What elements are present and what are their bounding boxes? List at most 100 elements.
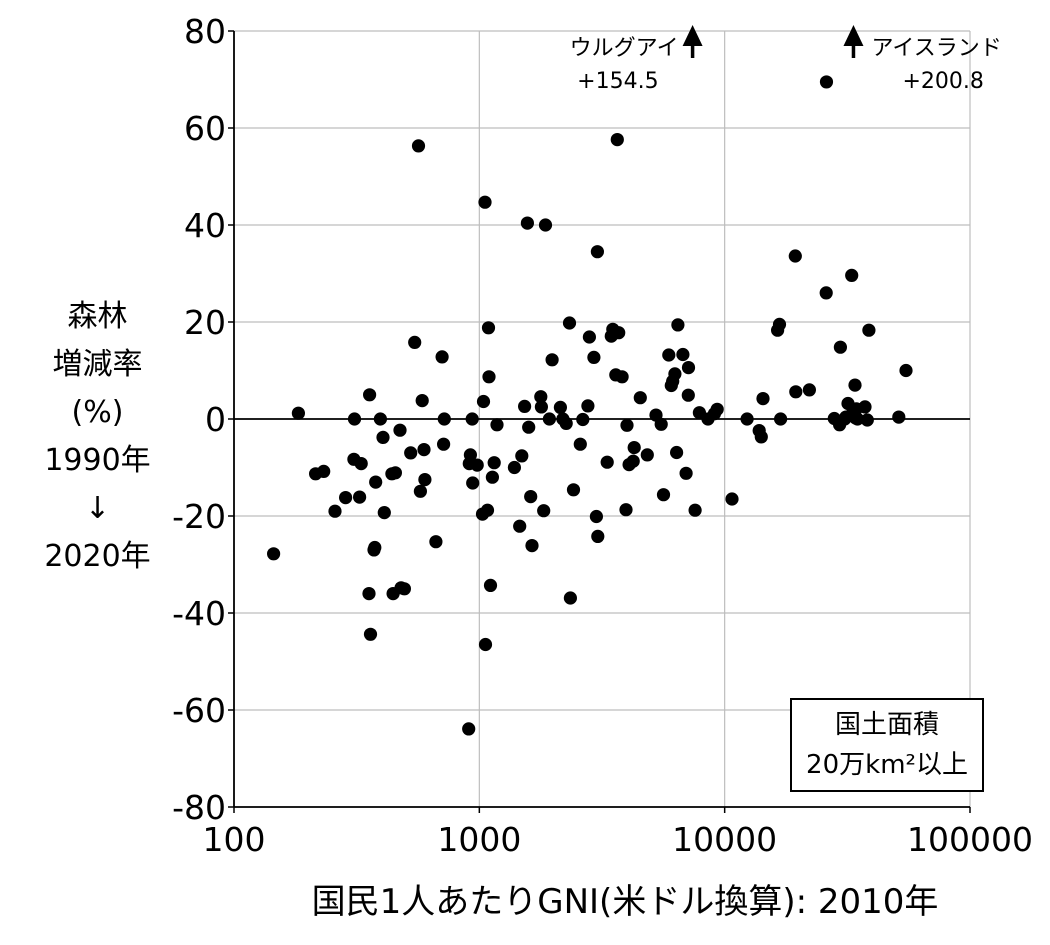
data-point [483, 578, 498, 593]
data-point [463, 448, 477, 462]
data-point [789, 385, 803, 399]
data-point [347, 412, 362, 426]
data-point [518, 399, 532, 413]
data-point [524, 490, 538, 504]
data-point [413, 484, 427, 498]
data-point [553, 400, 568, 414]
data-point [688, 503, 702, 517]
data-point [582, 330, 597, 344]
y-axis-label-line: 森林 [67, 299, 128, 334]
data-point [559, 416, 573, 430]
data-point [563, 591, 578, 605]
data-point [363, 388, 377, 402]
data-point [478, 195, 492, 209]
offscale-annotations: ウルグアイ +154.5 アイスランド +200.8 [570, 25, 1002, 94]
data-point [435, 350, 449, 364]
data-point [566, 483, 581, 497]
data-point [267, 547, 281, 561]
iceland-point [819, 75, 834, 89]
uruguay-label: ウルグアイ [570, 36, 679, 61]
data-point [429, 535, 443, 549]
y-tick-label: 40 [184, 206, 226, 245]
data-point [480, 503, 495, 517]
data-point [513, 519, 527, 533]
data-point [562, 316, 577, 330]
data-point [668, 367, 682, 381]
y-tick-label: -40 [172, 594, 226, 633]
data-point [619, 503, 633, 517]
data-point [408, 335, 422, 349]
data-point [772, 317, 787, 331]
data-point [626, 454, 640, 468]
data-point [397, 582, 411, 596]
y-tick-label: -20 [172, 497, 226, 536]
data-point [328, 504, 342, 518]
data-point [353, 490, 367, 504]
data-point [376, 430, 390, 444]
data-point [754, 430, 768, 444]
x-tick-label: 100000 [907, 820, 1033, 859]
data-point [520, 216, 535, 230]
data-point [662, 348, 676, 362]
filter-note-box: 国土面積 20万km²以上 [790, 698, 984, 792]
data-point [725, 492, 739, 506]
data-point [437, 437, 451, 451]
data-point [545, 353, 559, 367]
data-point [377, 505, 391, 520]
data-point [573, 437, 587, 451]
y-axis-label: 森林 増減率 (%) 1990年 ↓ 2020年 [20, 293, 175, 581]
data-point [640, 448, 654, 462]
data-point [507, 460, 521, 475]
data-point [291, 406, 305, 420]
iceland-value: +200.8 [902, 69, 983, 94]
data-point [892, 410, 906, 424]
data-point [415, 394, 429, 408]
data-point [354, 457, 368, 471]
y-axis-label-line: 2020年 [44, 539, 151, 574]
data-point [482, 370, 496, 384]
data-point [470, 458, 484, 472]
data-point [525, 539, 539, 553]
data-point [537, 504, 551, 518]
uruguay-value: +154.5 [577, 69, 658, 94]
data-point [860, 413, 874, 427]
data-point [437, 412, 451, 426]
data-point [515, 449, 529, 463]
data-point [373, 412, 387, 426]
data-point [858, 400, 872, 414]
data-point [581, 399, 595, 413]
data-point [485, 470, 499, 484]
y-tick-label: 20 [184, 303, 226, 342]
filter-note-line: 国土面積 [834, 710, 939, 740]
data-point [600, 455, 614, 469]
y-tick-label: 0 [205, 400, 226, 439]
data-point [756, 392, 770, 406]
data-point [393, 423, 407, 437]
data-point [610, 133, 624, 147]
data-point [404, 446, 418, 460]
data-point [670, 445, 684, 460]
data-point [587, 350, 601, 364]
y-axis-label-line: 1990年 [44, 443, 151, 478]
data-point [740, 412, 754, 426]
data-point [654, 417, 668, 431]
data-point [774, 412, 788, 426]
data-point [476, 394, 491, 409]
data-points [267, 133, 913, 736]
data-point [363, 627, 378, 641]
data-point [534, 400, 549, 414]
data-point [676, 347, 690, 362]
data-point [627, 441, 641, 455]
data-point [418, 473, 432, 487]
data-point [679, 466, 693, 480]
data-point [615, 370, 629, 384]
x-tick-label: 1000 [437, 820, 521, 859]
data-point [542, 412, 557, 426]
data-point [369, 475, 383, 489]
data-point [362, 587, 376, 601]
data-point [368, 540, 382, 555]
data-point [671, 318, 685, 332]
data-point [788, 249, 802, 263]
y-tick-label: 60 [184, 109, 226, 148]
